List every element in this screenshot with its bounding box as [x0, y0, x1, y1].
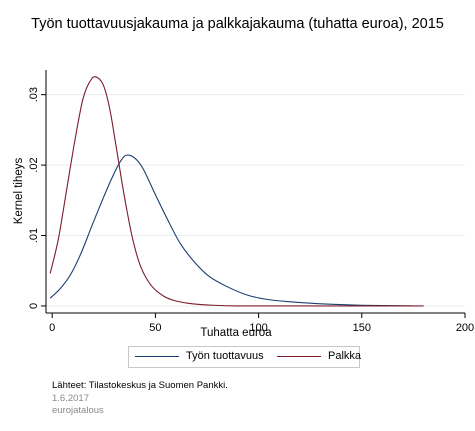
y-tick-label-1: .01 [28, 228, 40, 243]
publisher-name: eurojatalous [52, 405, 104, 416]
x-tick-label-2: 100 [249, 322, 267, 334]
x-tick-label-3: 150 [353, 322, 371, 334]
legend-item-tyon-tuottavuus: Työn tuottavuus [135, 350, 264, 364]
legend-swatch-tyon-tuottavuus [135, 355, 179, 357]
series-lines [49, 76, 424, 307]
x-tick-label-0: 0 [49, 322, 55, 334]
y-tick-label-2: .02 [28, 157, 40, 172]
grid-lines [46, 94, 465, 307]
x-tick-label-1: 50 [149, 322, 161, 334]
series-line-tyon-tuottavuus [49, 154, 414, 307]
y-tick-label-3: .03 [28, 87, 40, 102]
series-line-palkka [49, 76, 424, 307]
legend-label-tyon-tuottavuus: Työn tuottavuus [186, 350, 264, 362]
chart-title: Työn tuottavuusjakauma ja palkkajakauma … [31, 16, 444, 32]
publication-date: 1.6.2017 [52, 393, 89, 404]
y-axis-label: Kernel tiheys [13, 158, 25, 225]
x-axis-label: Tuhatta euroa [200, 327, 272, 339]
legend-swatch-palkka [277, 355, 321, 357]
axes: 0 .01 .02 .03 0 50 100 150 200 [28, 70, 474, 334]
source-note: Lähteet: Tilastokeskus ja Suomen Pankki. [52, 380, 228, 391]
legend-label-palkka: Palkka [328, 350, 362, 362]
chart-legend: Työn tuottavuus Palkka [128, 346, 361, 368]
y-tick-label-0: 0 [28, 303, 40, 309]
x-tick-label-4: 200 [456, 322, 474, 334]
legend-item-palkka: Palkka [277, 350, 361, 364]
